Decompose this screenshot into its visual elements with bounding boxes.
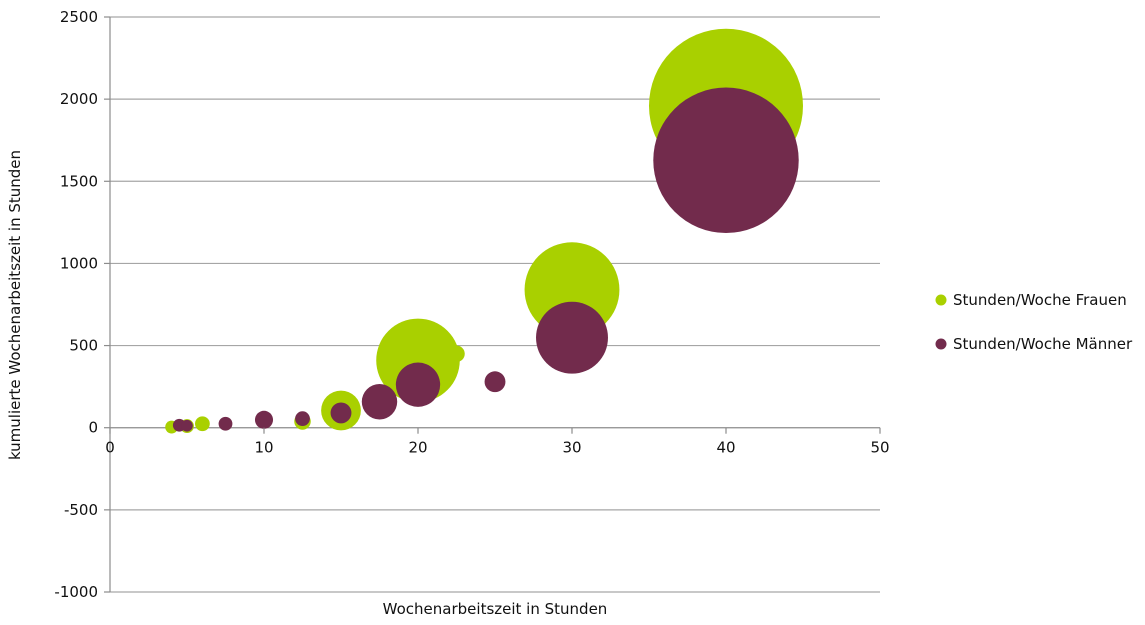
x-tick-label: 50 xyxy=(870,439,889,457)
bubble-maenner xyxy=(254,410,274,429)
x-tick-label: 20 xyxy=(408,439,427,457)
gridlines xyxy=(110,16,880,593)
bubble-maenner xyxy=(536,301,608,374)
bubble-maenner xyxy=(218,416,233,431)
x-tick-label: 0 xyxy=(105,439,115,457)
y-tick-label: 500 xyxy=(69,337,98,355)
x-tick-label: 10 xyxy=(254,439,273,457)
y-tick-label: 2500 xyxy=(60,8,98,26)
bubbles xyxy=(165,28,803,434)
y-tick-label: 0 xyxy=(88,419,98,437)
tick-labels: -1000 -500 0 500 1000 1500 2000 2500 0 10 20 30 40 50 xyxy=(54,8,889,601)
y-tick-label: 1000 xyxy=(60,254,98,272)
legend-label: Stunden/Woche Frauen xyxy=(953,291,1127,309)
legend-marker xyxy=(935,338,947,350)
y-axis-title: kumulierte Wochenarbeitszeit in Stunden xyxy=(6,150,24,460)
y-tick-label: -500 xyxy=(64,501,98,519)
x-axis-title: Wochenarbeitszeit in Stunden xyxy=(383,600,608,618)
legend-label: Stunden/Woche Männer xyxy=(953,335,1133,353)
bubble-maenner xyxy=(330,402,352,424)
x-tick-label: 40 xyxy=(716,439,735,457)
legend: Stunden/Woche Frauen Stunden/Woche Männer xyxy=(935,291,1133,353)
bubble-maenner xyxy=(484,371,506,393)
x-tick-label: 30 xyxy=(562,439,581,457)
bubble-maenner xyxy=(395,362,441,407)
bubble-maenner xyxy=(295,411,310,427)
bubble-maenner xyxy=(361,384,398,420)
bubble-frauen xyxy=(448,345,465,363)
axes xyxy=(104,16,880,593)
bubble-frauen xyxy=(195,416,210,432)
legend-item-maenner: Stunden/Woche Männer xyxy=(935,335,1133,353)
legend-marker xyxy=(935,294,947,306)
bubble-maenner xyxy=(653,87,799,233)
bubble-maenner xyxy=(181,419,193,432)
y-tick-label: -1000 xyxy=(54,583,98,601)
y-tick-label: 2000 xyxy=(60,90,98,108)
legend-item-frauen: Stunden/Woche Frauen xyxy=(935,291,1127,309)
y-tick-label: 1500 xyxy=(60,172,98,190)
